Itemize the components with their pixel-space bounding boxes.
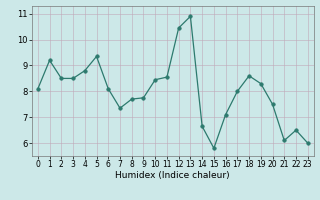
X-axis label: Humidex (Indice chaleur): Humidex (Indice chaleur): [116, 171, 230, 180]
